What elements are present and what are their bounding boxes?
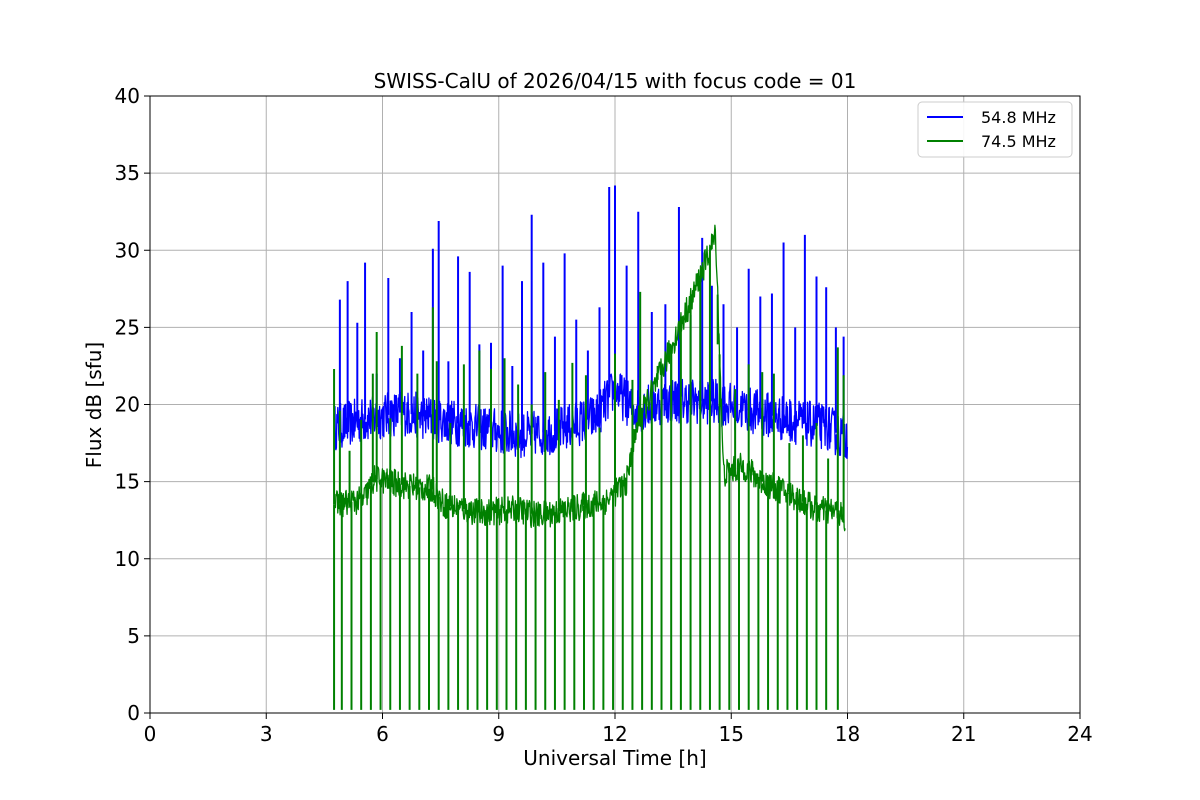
x-tick-label: 24: [1067, 722, 1092, 746]
y-tick-label: 0: [127, 701, 140, 725]
x-tick-label: 15: [719, 722, 744, 746]
x-axis: 0 3 6 9 12 15 18 21 24: [144, 713, 1093, 746]
series-layer: [333, 185, 849, 710]
y-tick-label: 40: [115, 84, 140, 108]
legend-label-54-8: 54.8 MHz: [981, 108, 1056, 127]
y-tick-label: 35: [115, 161, 140, 185]
y-tick-label: 10: [115, 547, 140, 571]
chart-title: SWISS-CalU of 2026/04/15 with focus code…: [374, 69, 857, 93]
x-tick-label: 3: [260, 722, 273, 746]
x-tick-label: 0: [144, 722, 157, 746]
x-axis-label: Universal Time [h]: [523, 746, 706, 770]
x-tick-label: 12: [602, 722, 627, 746]
legend-frame: [917, 101, 1073, 158]
y-tick-label: 25: [115, 315, 140, 339]
legend-label-74-5: 74.5 MHz: [981, 132, 1056, 151]
y-axis-label: Flux dB [sfu]: [82, 342, 106, 468]
x-tick-label: 21: [951, 722, 976, 746]
y-tick-label: 15: [115, 470, 140, 494]
y-tick-label: 30: [115, 238, 140, 262]
y-tick-label: 5: [127, 624, 140, 648]
x-tick-label: 9: [492, 722, 505, 746]
x-tick-label: 18: [835, 722, 860, 746]
series-74-5-mhz: [333, 224, 846, 710]
legend: 54.8 MHz 74.5 MHz: [917, 101, 1073, 158]
x-tick-label: 6: [376, 722, 389, 746]
series-74-5-mhz-trace: [333, 224, 846, 532]
y-tick-label: 20: [115, 393, 140, 417]
y-axis: 0 5 10 15 20 25 30 35 40: [115, 84, 150, 725]
